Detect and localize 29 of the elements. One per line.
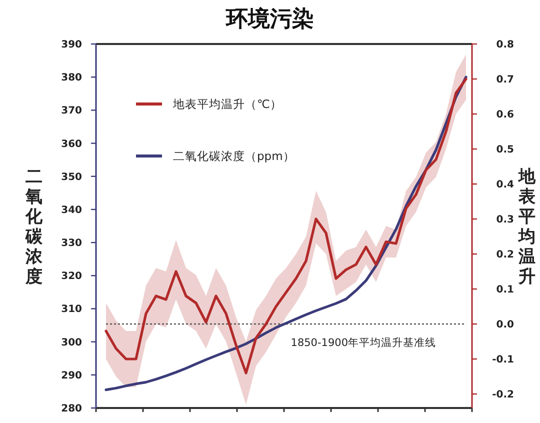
y-tick-label: 310 <box>61 304 82 316</box>
y-tick-label: 370 <box>61 106 82 117</box>
y-tick-label: 390 <box>61 40 82 50</box>
legend-label: 二氧化碳浓度（ppm） <box>173 149 295 163</box>
y2-tick-label: 0.6 <box>496 110 514 120</box>
legend-label: 地表平均温升（℃） <box>172 97 282 111</box>
y-tick-label: 320 <box>61 271 82 282</box>
y-tick-label: 280 <box>61 404 82 414</box>
y2-tick-label: 0.4 <box>496 180 514 190</box>
y-tick-label: 340 <box>61 204 82 216</box>
y2-tick-label: 0.3 <box>496 214 514 226</box>
y2-tick-label: 0.8 <box>496 40 514 50</box>
y2-tick-label: -0.2 <box>492 390 514 400</box>
y2-tick-label: 0.1 <box>496 284 514 296</box>
y2-tick-label: 0.7 <box>496 74 514 86</box>
ref-line-label: 1850-1900年平均温升基准线 <box>290 336 436 349</box>
y2-tick-label: 0.0 <box>496 320 514 330</box>
y-tick-label: 350 <box>61 172 82 183</box>
y-axis-title: 二氧化碳浓度 <box>24 167 44 287</box>
y-tick-label: 380 <box>61 72 82 84</box>
y2-tick-label: -0.1 <box>492 354 514 366</box>
y2-tick-label: 0.2 <box>496 250 514 260</box>
y-tick-label: 360 <box>61 138 82 150</box>
y-tick-label: 290 <box>61 370 82 382</box>
chart-title: 环境污染 <box>225 6 314 32</box>
y2-axis-title: 地表平均温升 <box>518 167 536 287</box>
y-tick-label: 300 <box>61 337 82 348</box>
y-tick-label: 330 <box>61 238 82 250</box>
y2-tick-label: 0.5 <box>496 144 514 156</box>
